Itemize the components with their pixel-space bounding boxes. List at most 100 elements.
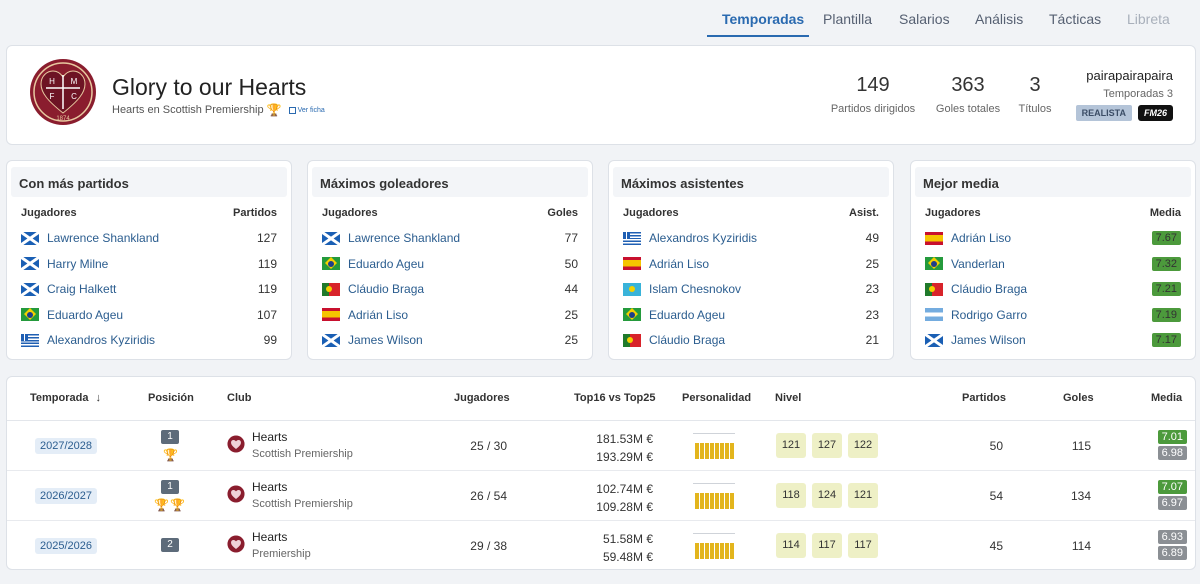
col-personalidad[interactable]: Personalidad [682, 392, 752, 404]
player-name-link[interactable]: Alexandros Kyziridis [47, 333, 156, 347]
table-row[interactable]: 2027/2028 1 🏆 Hearts Scottish Premiershi… [7, 421, 1195, 471]
player-name-link[interactable]: Cláudio Braga [348, 282, 425, 296]
player-name-link[interactable]: Alexandros Kyziridis [649, 231, 758, 245]
nivel-badge: 117 [812, 533, 842, 558]
flag-por-icon [925, 282, 943, 296]
player-name-link[interactable]: Eduardo Ageu [47, 307, 124, 322]
list-item: Alexandros Kyziridis 49 [623, 228, 879, 248]
position-badge: 1 [161, 430, 179, 444]
player-stat-value: 7.21 [1151, 282, 1181, 296]
player-stat-value: 25 [564, 333, 578, 347]
player-name-link[interactable]: Islam Chesnokov [649, 282, 742, 296]
col-partidos[interactable]: Partidos [962, 392, 1007, 404]
list-item: Rodrigo Garro 7.19 [925, 305, 1181, 325]
top16-value: 102.74M € [596, 482, 653, 496]
player-name-link[interactable]: Vanderlan [951, 256, 1005, 271]
trophy-icon: 🏆 [169, 498, 186, 512]
personality-bar [725, 543, 729, 559]
player-name-link[interactable]: Harry Milne [47, 256, 109, 271]
hearts-crest-icon [227, 535, 245, 553]
player-stat-value: 21 [865, 333, 879, 347]
player-stat-value: 25 [865, 256, 879, 271]
player-name-link[interactable]: Cláudio Braga [951, 282, 1028, 296]
stat-goles: 363 Goles totales [933, 74, 1003, 115]
ver-ficha-link[interactable]: Ver ficha [288, 106, 325, 114]
flag-esp-icon [925, 231, 943, 245]
flag-sco-icon [21, 257, 39, 270]
col-top16[interactable]: Top16 vs Top25 [574, 392, 656, 404]
personality-bar [725, 493, 729, 509]
stat-titulos-label: Títulos [1018, 103, 1052, 115]
leader-col-jugadores: Jugadores [322, 207, 378, 219]
player-name-link[interactable]: James Wilson [951, 333, 1026, 347]
season-link[interactable]: 2026/2027 [35, 488, 97, 504]
player-name-link[interactable]: Adrián Liso [348, 307, 409, 322]
col-media[interactable]: Media [1151, 392, 1183, 404]
col-jugadores[interactable]: Jugadores [454, 392, 510, 404]
tab-tacticas[interactable]: Tácticas [1049, 11, 1102, 27]
stat-partidos-label: Partidos dirigidos [830, 103, 916, 115]
player-name-link[interactable]: Eduardo Ageu [649, 307, 726, 322]
players-count: 29 / 38 [470, 539, 507, 553]
media-cell: 6.93 6.89 [1157, 530, 1187, 560]
season-link[interactable]: 2027/2028 [35, 438, 97, 454]
leader-card-title: Con más partidos [11, 167, 287, 197]
personality-bar [705, 443, 709, 459]
manager-name[interactable]: pairapairapaira [1086, 68, 1173, 83]
club-name-link[interactable]: Hearts [252, 530, 288, 544]
flag-arg-icon [925, 308, 943, 321]
tab-analisis[interactable]: Análisis [975, 11, 1024, 27]
leader-col-value: Asist. [849, 207, 879, 219]
personality-bar [695, 493, 699, 509]
season-link[interactable]: 2025/2026 [35, 538, 97, 554]
player-name-link[interactable]: Adrián Liso [649, 256, 710, 271]
player-name-link[interactable]: Lawrence Shankland [348, 231, 461, 245]
table-row[interactable]: 2025/2026 2 Hearts Premiership 29 / 38 5… [7, 521, 1195, 571]
col-temporada-label: Temporada [30, 392, 89, 404]
stat-partidos-value: 149 [856, 74, 890, 96]
nivel-badge: 127 [812, 433, 842, 458]
flag-esp-icon [322, 308, 340, 321]
player-stat-value: 50 [564, 256, 578, 271]
player-stat-value: 7.67 [1151, 231, 1181, 245]
tab-plantilla[interactable]: Plantilla [823, 11, 873, 27]
player-name-link[interactable]: Craig Halkett [47, 282, 117, 296]
player-name-link[interactable]: Rodrigo Garro [951, 307, 1028, 322]
player-stat-value: 127 [256, 231, 277, 245]
player-name-link[interactable]: Eduardo Ageu [348, 256, 425, 271]
club-league-text: Hearts en Scottish Premiership [112, 104, 264, 116]
player-name-link[interactable]: Adrián Liso [951, 231, 1012, 245]
list-item: Harry Milne 119 [21, 254, 277, 274]
goles-value: 115 [1071, 439, 1091, 453]
col-goles[interactable]: Goles [1063, 392, 1094, 404]
flag-gre-icon [623, 231, 641, 245]
table-row[interactable]: 2026/2027 1 🏆🏆 Hearts Scottish Premiersh… [7, 471, 1195, 521]
flag-bra-icon [21, 308, 39, 321]
flag-bra-icon [322, 257, 340, 270]
flag-gre-icon [21, 333, 39, 347]
tab-salarios[interactable]: Salarios [899, 11, 950, 27]
club-name-link[interactable]: Hearts [252, 430, 288, 444]
club-name-link[interactable]: Hearts [252, 480, 288, 494]
list-item: Cláudio Braga 7.21 [925, 279, 1181, 299]
crest-letter-f: F [50, 92, 55, 101]
leader-col-value: Partidos [232, 207, 277, 219]
goles-value: 134 [1070, 489, 1091, 503]
tab-temporadas[interactable]: Temporadas [722, 11, 805, 27]
col-posicion[interactable]: Posición [148, 392, 194, 404]
player-name-link[interactable]: James Wilson [348, 333, 423, 347]
personality-bar [715, 543, 719, 559]
trophy-icon: 🏆 [154, 498, 170, 512]
player-name-link[interactable]: Lawrence Shankland [47, 231, 160, 245]
leader-col-value: Goles [547, 207, 578, 219]
player-name-link[interactable]: Cláudio Braga [649, 333, 726, 347]
tab-libreta[interactable]: Libreta [1127, 11, 1170, 27]
personality-bar [705, 493, 709, 509]
top25-value: 109.28M € [596, 500, 653, 514]
row-divider [7, 520, 1195, 521]
col-temporada[interactable]: Temporada ↓ [30, 392, 101, 404]
nivel-badge: 122 [848, 433, 878, 458]
col-nivel[interactable]: Nivel [775, 392, 802, 404]
personality-bar [710, 543, 714, 559]
col-club[interactable]: Club [227, 392, 252, 404]
